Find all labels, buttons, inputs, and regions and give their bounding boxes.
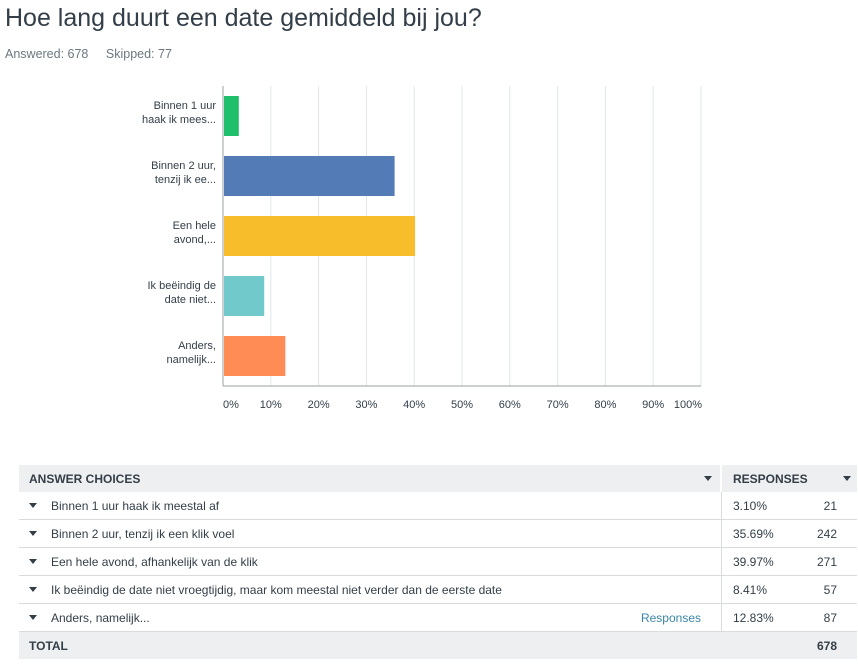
x-tick-label: 70%	[547, 399, 569, 411]
skipped-count: Skipped: 77	[105, 47, 172, 61]
answered-count: Answered: 678	[5, 47, 89, 61]
bar-chart: 0% 10% 20% 30% 40% 50% 60% 70% 80% 90% 100% Binnen …	[142, 86, 702, 411]
response-count: 271	[816, 554, 837, 569]
responses-link[interactable]: Responses	[640, 610, 701, 625]
response-percent: 3.10%	[733, 498, 768, 513]
category-label: haak ik mees...	[142, 114, 216, 126]
bar	[224, 276, 265, 316]
choice-text: Binnen 1 uur haak ik meestal af	[51, 498, 220, 513]
choice-text: Binnen 2 uur, tenzij ik een klik voel	[51, 526, 235, 541]
category-label: Binnen 2 uur,	[151, 160, 216, 172]
category-label: tenzij ik ee...	[155, 174, 216, 186]
choice-cell: Een hele avond, afhankelijk van de klik	[19, 548, 722, 575]
x-tick-label: 0%	[223, 399, 239, 411]
x-tick-label: 90%	[642, 399, 664, 411]
answer-choices-header[interactable]: ANSWER CHOICES	[19, 465, 722, 492]
response-percent: 39.97%	[733, 554, 774, 569]
expand-caret-icon[interactable]	[29, 503, 37, 508]
x-tick-label: 40%	[403, 399, 425, 411]
total-row: TOTAL 678	[19, 632, 857, 659]
total-label: TOTAL	[29, 638, 68, 653]
response-percent: 12.83%	[733, 610, 774, 625]
answer-table: ANSWER CHOICES RESPONSES Binnen 1 uur ha…	[19, 465, 857, 659]
bar	[224, 216, 416, 256]
choice-text: Een hele avond, afhankelijk van de klik	[51, 554, 258, 569]
response-count: 242	[816, 526, 837, 541]
table-row: Binnen 2 uur, tenzij ik een klik voel 35…	[19, 520, 857, 548]
choice-cell: Binnen 2 uur, tenzij ik een klik voel	[19, 520, 722, 547]
category-label: Binnen 1 uur	[154, 100, 217, 112]
table-row: Een hele avond, afhankelijk van de klik …	[19, 548, 857, 576]
bar	[224, 156, 395, 196]
category-label: Een hele	[173, 220, 216, 232]
x-tick-label: 80%	[594, 399, 616, 411]
category-label: date niet...	[165, 294, 216, 306]
response-percent: 8.41%	[733, 582, 768, 597]
category-label: namelijk...	[166, 354, 216, 366]
x-tick-label: 50%	[451, 399, 473, 411]
choice-cell: Anders, namelijk... Responses	[19, 604, 722, 631]
sort-caret-icon[interactable]	[843, 476, 851, 481]
choice-text: Anders, namelijk...	[51, 610, 150, 625]
response-count: 21	[823, 498, 837, 513]
bar	[224, 336, 286, 376]
sort-caret-icon[interactable]	[704, 476, 712, 481]
response-count: 57	[823, 582, 837, 597]
choice-cell: Ik beëindig de date niet vroegtijdig, ma…	[19, 576, 722, 603]
expand-caret-icon[interactable]	[29, 531, 37, 536]
choice-cell: Binnen 1 uur haak ik meestal af	[19, 492, 722, 519]
x-tick-label: 30%	[355, 399, 377, 411]
expand-caret-icon[interactable]	[29, 559, 37, 564]
x-tick-label: 60%	[499, 399, 521, 411]
response-count: 87	[823, 610, 837, 625]
response-stats: Answered: 678 Skipped: 77	[5, 47, 172, 61]
total-count: 678	[816, 638, 837, 653]
category-label: Anders,	[178, 340, 216, 352]
choice-text: Ik beëindig de date niet vroegtijdig, ma…	[51, 582, 502, 597]
answer-choices-header-label: ANSWER CHOICES	[29, 471, 141, 486]
responses-header[interactable]: RESPONSES	[722, 465, 857, 492]
bar	[224, 96, 239, 136]
x-tick-label: 100%	[674, 399, 702, 411]
question-title: Hoe lang duurt een date gemiddeld bij jo…	[5, 4, 482, 32]
expand-caret-icon[interactable]	[29, 587, 37, 592]
table-row: Anders, namelijk... Responses 12.83% 87	[19, 604, 857, 632]
table-row: Binnen 1 uur haak ik meestal af 3.10% 21	[19, 492, 857, 520]
expand-caret-icon[interactable]	[29, 615, 37, 620]
x-tick-label: 10%	[260, 399, 282, 411]
table-header: ANSWER CHOICES RESPONSES	[19, 465, 857, 492]
table-row: Ik beëindig de date niet vroegtijdig, ma…	[19, 576, 857, 604]
category-label: Ik beëindig de	[148, 280, 217, 292]
x-tick-label: 20%	[308, 399, 330, 411]
responses-header-label: RESPONSES	[733, 471, 808, 486]
category-label: avond,...	[174, 234, 216, 246]
response-percent: 35.69%	[733, 526, 774, 541]
